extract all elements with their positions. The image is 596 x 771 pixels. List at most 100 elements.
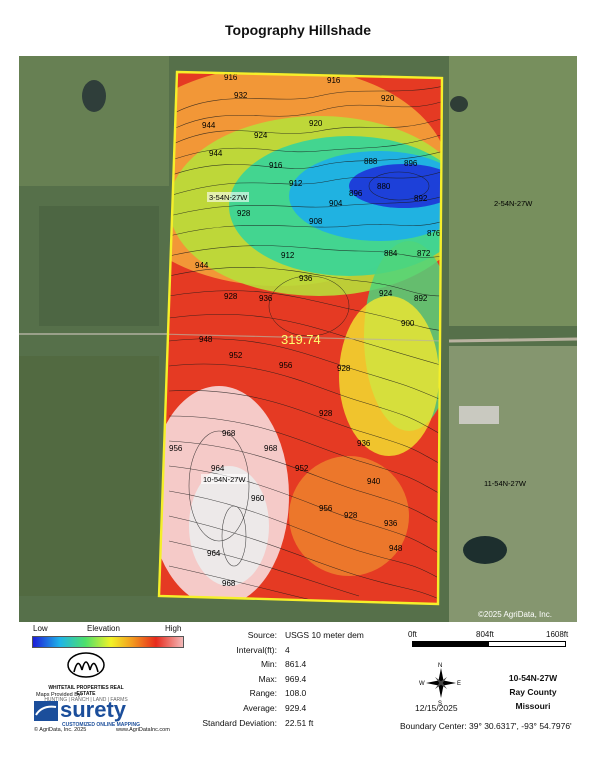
- contour-label: 944: [202, 121, 216, 130]
- contour-label: 928: [224, 292, 238, 301]
- contour-label: 896: [349, 189, 363, 198]
- contour-label: 916: [224, 73, 238, 82]
- stat-row: Interval(ft): 4: [195, 645, 395, 660]
- location-county: Ray County: [509, 687, 557, 697]
- contour-label: 880: [377, 182, 391, 191]
- contour-label: 900: [401, 319, 415, 328]
- stat-label: Interval(ft):: [236, 644, 277, 655]
- stat-label: Max:: [258, 673, 277, 684]
- contour-label: 916: [269, 161, 283, 170]
- contour-label: 920: [309, 119, 323, 128]
- whitetail-subtext: HUNTING | RANCH | LAND | FARMS: [44, 697, 128, 703]
- agridata-copyright: © AgriData, Inc. 2025: [34, 727, 87, 733]
- scale-label-mid: 804ft: [476, 630, 494, 639]
- contour-label: 956: [319, 504, 333, 513]
- contour-label: 932: [234, 91, 248, 100]
- north-arrow-icon: N S E W: [419, 663, 461, 706]
- map-copyright: ©2025 AgriData, Inc.: [478, 610, 552, 619]
- surety-logo: Maps Provided By: surety CUSTOMIZED ONLI…: [32, 692, 172, 732]
- surety-icon: [34, 701, 58, 721]
- legend-elevation-label: Elevation: [87, 624, 120, 633]
- contour-label: 952: [229, 351, 243, 360]
- contour-label: 956: [169, 444, 183, 453]
- location-section: 10-54N-27W: [508, 673, 558, 683]
- contour-label: 912: [289, 179, 303, 188]
- contour-label: 904: [329, 199, 343, 208]
- scale-bar: [412, 641, 566, 647]
- contour-label: 928: [344, 511, 358, 520]
- farm-buildings: [459, 406, 499, 424]
- contour-label: 936: [357, 439, 371, 448]
- antler-icon: [67, 652, 105, 678]
- stat-value: 861.4: [285, 659, 307, 670]
- contour-label: 884: [384, 249, 398, 258]
- contour-label: 924: [254, 131, 268, 140]
- contour-label: 928: [237, 209, 251, 218]
- section-label: 11-54N-27W: [484, 479, 527, 488]
- stat-value: 969.4: [285, 673, 307, 684]
- contour-label: 948: [199, 335, 213, 344]
- stat-value: 108.0: [285, 688, 307, 699]
- contour-label: 920: [381, 94, 395, 103]
- contour-label: 928: [337, 364, 351, 373]
- map-date: 12/15/2025: [415, 703, 458, 713]
- contour-label: 936: [384, 519, 398, 528]
- contour-label: 892: [414, 194, 428, 203]
- contour-label: 956: [279, 361, 293, 370]
- stat-value: 4: [285, 644, 290, 655]
- contour-label: 924: [379, 289, 393, 298]
- svg-text:E: E: [457, 681, 461, 687]
- boundary-center: Boundary Center: 39° 30.6317', -93° 54.7…: [400, 721, 572, 731]
- contour-label: 960: [251, 494, 265, 503]
- svg-text:S: S: [438, 701, 442, 706]
- legend-high-label: High: [165, 624, 182, 633]
- contour-label: 908: [309, 217, 323, 226]
- surety-tagline: CUSTOMIZED ONLINE MAPPING: [62, 722, 140, 728]
- acreage-label: 319.74: [281, 332, 321, 347]
- stat-label: Source:: [247, 630, 277, 640]
- contour-label: 876: [427, 229, 441, 238]
- contour-label: 872: [417, 249, 431, 258]
- stat-label: Min:: [260, 659, 277, 670]
- maps-provided-label: Maps Provided By:: [36, 692, 83, 698]
- stat-value: 22.51 ft: [285, 717, 314, 728]
- scale-label-end: 1608ft: [546, 630, 569, 639]
- page-title: Topography Hillshade: [225, 22, 371, 38]
- stat-row: Average: 929.4: [195, 703, 395, 718]
- stat-value: USGS 10 meter dem: [285, 630, 364, 640]
- stat-label: Average:: [243, 702, 277, 713]
- agridata-url[interactable]: www.AgriDataInc.com: [116, 727, 170, 733]
- stat-row: Min: 861.4: [195, 659, 395, 674]
- contour-label: 892: [414, 294, 428, 303]
- contour-label: 928: [319, 409, 333, 418]
- section-label: 10-54N-27W: [203, 475, 246, 484]
- surety-wordmark: surety: [60, 697, 127, 722]
- stat-value: 929.4: [285, 702, 307, 713]
- contour-label: 944: [195, 261, 209, 270]
- contour-label: 952: [295, 464, 309, 473]
- statistics-table: Source: USGS 10 meter dem Interval(ft): 4 …: [195, 630, 395, 732]
- contour-label: 940: [367, 477, 381, 486]
- contour-label: 944: [209, 149, 223, 158]
- whitetail-text: WHITETAIL PROPERTIES REAL ESTATE: [48, 685, 124, 697]
- contour-label: 916: [327, 76, 341, 85]
- legend-low-label: Low: [33, 624, 48, 633]
- stat-label: Range:: [249, 688, 277, 699]
- stat-row: Standard Deviation: 22.51 ft: [195, 718, 395, 733]
- contour-label: 912: [281, 251, 295, 260]
- contour-label: 936: [299, 274, 313, 283]
- contour-label: 968: [222, 579, 236, 588]
- contour-label: 888: [364, 157, 378, 166]
- section-label: 3-54N-27W: [209, 193, 248, 202]
- svg-text:W: W: [419, 681, 425, 687]
- stat-label: Standard Deviation:: [202, 717, 277, 728]
- contour-label: 948: [389, 544, 403, 553]
- contour-label: 968: [264, 444, 278, 453]
- elevation-color-ramp: [32, 636, 184, 648]
- contour-label: 936: [259, 294, 273, 303]
- topography-map[interactable]: 916 916 920 932 924 944 944 944 948 952 …: [19, 56, 577, 622]
- parcel-boundary: [157, 70, 444, 606]
- stat-row: Max: 969.4: [195, 674, 395, 689]
- location-state: Missouri: [515, 701, 551, 711]
- elevation-raster: 916 916 920 932 924 944 944 944 948 952 …: [159, 72, 442, 604]
